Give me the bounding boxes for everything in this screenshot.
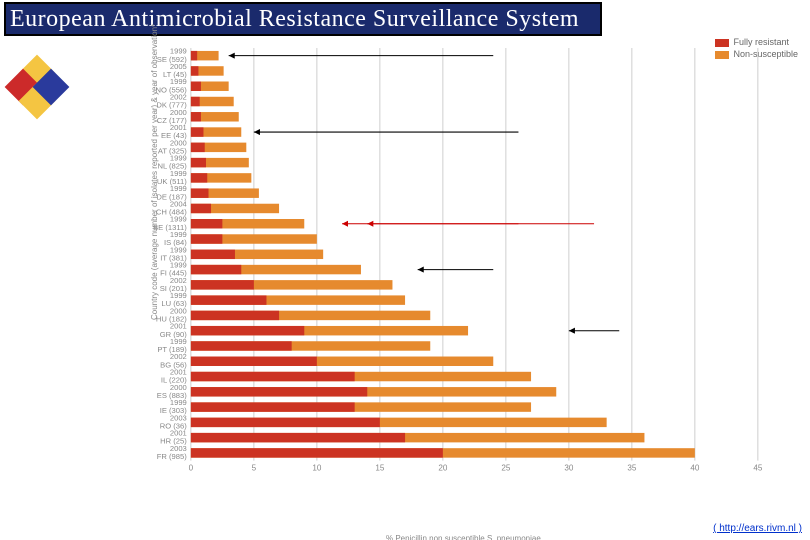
x-axis-label: % Penicillin non susceptible S. pneumoni… (386, 534, 541, 540)
resistance-chart: Country code (average number of isolates… (86, 40, 766, 500)
svg-text:45: 45 (753, 464, 763, 473)
svg-text:30: 30 (564, 464, 574, 473)
svg-text:FR (985): FR (985) (157, 452, 187, 461)
chart-plot: 0510152025303540451999SE (592)2005LT (45… (136, 46, 766, 479)
svg-text:20: 20 (438, 464, 448, 473)
slide-root: European Antimicrobial Resistance Survei… (0, 0, 810, 540)
source-anchor[interactable]: ( http://ears.rivm.nl ) (713, 523, 802, 534)
svg-text:10: 10 (312, 464, 322, 473)
svg-text:25: 25 (501, 464, 511, 473)
source-link[interactable]: ( http://ears.rivm.nl ) (713, 523, 802, 534)
svg-text:15: 15 (375, 464, 385, 473)
svg-text:0: 0 (189, 464, 194, 473)
svg-text:35: 35 (627, 464, 637, 473)
svg-text:5: 5 (252, 464, 257, 473)
logo-icon (10, 60, 64, 114)
svg-text:40: 40 (690, 464, 700, 473)
slide-title: European Antimicrobial Resistance Survei… (4, 2, 602, 36)
